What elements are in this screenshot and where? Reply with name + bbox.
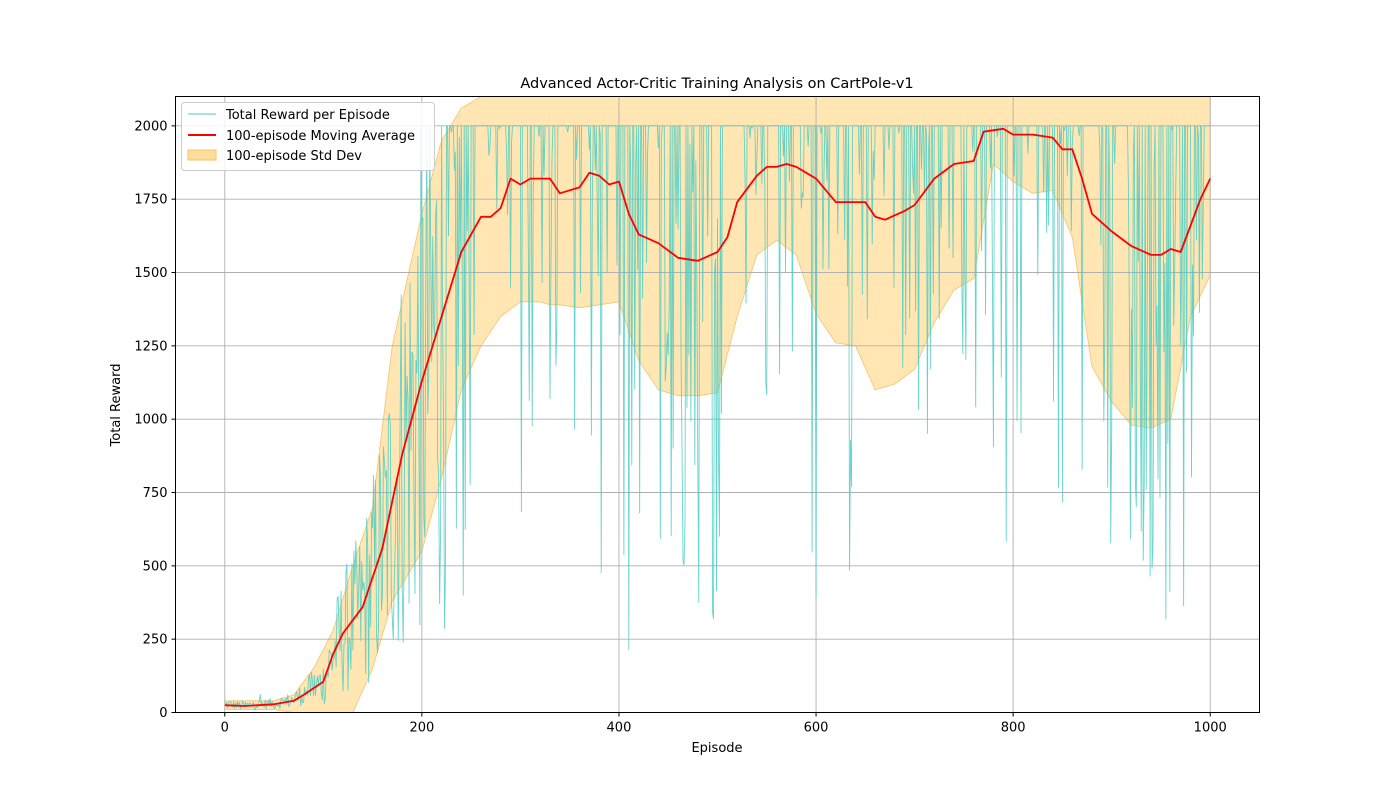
x-tick-label: 400 — [607, 721, 632, 736]
chart-title: Advanced Actor-Critic Training Analysis … — [520, 76, 913, 92]
x-axis-ticks: 0 200 400 600 800 1000 — [221, 712, 1227, 736]
x-tick-label: 0 — [221, 721, 229, 736]
y-tick-label: 0 — [159, 706, 167, 721]
x-tick-label: 200 — [409, 721, 434, 736]
legend: Total Reward per Episode 100-episode Mov… — [181, 102, 435, 171]
x-tick-label: 1000 — [1194, 721, 1227, 736]
y-tick-label: 500 — [143, 559, 168, 574]
plot-frame — [175, 96, 1260, 713]
legend-label-std-dev: 100-episode Std Dev — [226, 149, 362, 164]
legend-label-moving-average: 100-episode Moving Average — [226, 129, 415, 144]
y-axis-label: Total Reward — [109, 364, 124, 448]
moving-average-layer — [224, 127, 1212, 707]
legend-box — [181, 102, 435, 171]
plot-area — [175, 96, 1260, 713]
y-tick-label: 1500 — [134, 266, 167, 281]
y-tick-label: 250 — [143, 633, 168, 648]
legend-swatch-std-dev — [187, 149, 217, 161]
y-tick-label: 1000 — [134, 413, 167, 428]
x-tick-label: 800 — [1001, 721, 1026, 736]
y-tick-label: 1250 — [134, 339, 167, 354]
raw-reward-line — [224, 124, 1211, 711]
y-tick-label: 2000 — [134, 119, 167, 134]
legend-label-raw-reward: Total Reward per Episode — [225, 108, 390, 123]
moving-average-line — [224, 127, 1212, 707]
y-tick-label: 750 — [143, 486, 168, 501]
y-tick-label: 1750 — [134, 193, 167, 208]
x-tick-label: 600 — [804, 721, 829, 736]
y-axis-ticks: 0 250 500 750 1000 1250 1500 1750 2000 — [134, 119, 176, 721]
x-axis-label: Episode — [691, 741, 742, 756]
raw-reward-layer — [224, 124, 1211, 711]
